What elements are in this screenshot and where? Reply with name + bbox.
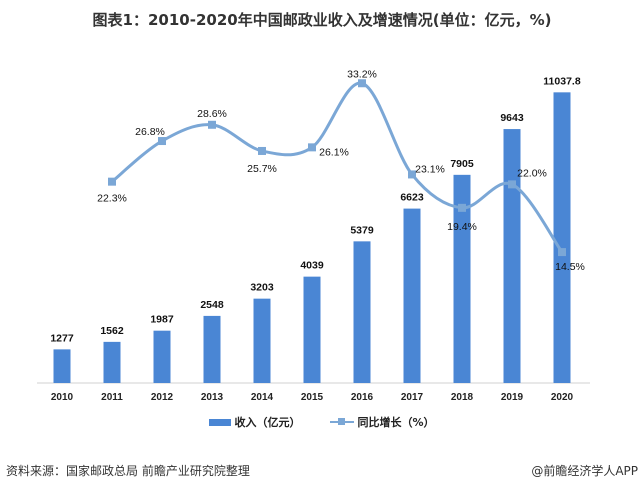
x-tick-label: 2013 (201, 392, 224, 403)
growth-label-2017: 23.1% (415, 163, 445, 175)
bar-label-2017: 6623 (400, 192, 424, 204)
bar-label-2016: 5379 (350, 224, 374, 236)
x-tick-label: 2016 (351, 392, 374, 403)
growth-marker-2013 (208, 120, 216, 129)
growth-label-2018: 19.4% (447, 221, 477, 233)
legend: 收入（亿元） 同比增长（%） (0, 414, 644, 430)
bar-2010 (53, 349, 71, 383)
x-tick-label: 2018 (451, 392, 474, 403)
legend-label: 同比增长（%） (357, 416, 435, 429)
growth-label-2019: 22.0% (517, 167, 547, 179)
growth-line (111, 81, 564, 253)
bar-2017 (403, 208, 421, 383)
legend-bar-swatch (209, 418, 232, 426)
bar-2020 (553, 92, 571, 383)
bar-2011 (103, 341, 121, 383)
legend-label: 收入（亿元） (234, 416, 301, 429)
bar-label-2011: 1562 (100, 325, 124, 337)
source-note: 资料来源：国家邮政总局 前瞻产业研究院整理 (6, 464, 250, 478)
growth-marker-2020 (558, 248, 566, 257)
x-tick-label: 2014 (251, 392, 274, 403)
growth-marker-2019 (508, 180, 516, 189)
growth-marker-2014 (258, 146, 266, 155)
growth-label-2014: 25.7% (247, 163, 277, 175)
credit: @前瞻经济学人APP (531, 464, 638, 478)
growth-marker-2015 (308, 143, 316, 152)
growth-marker-2012 (158, 137, 166, 146)
x-tick-label: 2010 (51, 392, 74, 403)
bar-2013 (203, 315, 221, 383)
legend-item-revenue[interactable]: 收入（亿元） (209, 414, 300, 430)
legend-line-swatch (330, 418, 355, 425)
bar-label-2019: 9643 (500, 112, 524, 124)
x-tick-label: 2017 (401, 392, 424, 403)
x-tick-label: 2020 (551, 392, 574, 403)
growth-label-2012: 26.8% (135, 126, 165, 138)
growth-marker-2018 (458, 203, 466, 212)
chart-title: 图表1：2010-2020年中国邮政业收入及增速情况(单位：亿元，%) (92, 11, 552, 29)
chart: 1277 2010 1562 2011 1987 2012 2548 2013 3203 2014… (37, 68, 590, 403)
bar-2018 (453, 174, 471, 383)
bar-2019 (503, 129, 521, 383)
x-tick-label: 2011 (101, 392, 123, 403)
bar-label-2014: 3203 (250, 282, 274, 294)
growth-label-2013: 28.6% (197, 108, 227, 120)
x-tick-label: 2019 (501, 392, 524, 403)
growth-marker-2016 (358, 79, 366, 88)
bar-2012 (153, 330, 171, 383)
growth-label-2020: 14.5% (555, 261, 585, 273)
growth-marker-2017 (408, 170, 416, 179)
growth-label-2015: 26.1% (319, 146, 349, 158)
bar-2016 (353, 241, 371, 383)
bar-label-2012: 1987 (150, 314, 174, 326)
bar-2015 (303, 276, 321, 383)
growth-label-2011: 22.3% (97, 193, 127, 205)
legend-item-growth[interactable]: 同比增长（%） (330, 414, 435, 430)
bar-label-2013: 2548 (200, 299, 224, 311)
x-tick-label: 2012 (151, 392, 174, 403)
bar-label-2010: 1277 (50, 332, 74, 344)
bar-label-2015: 4039 (300, 260, 324, 272)
x-tick-label: 2015 (301, 392, 324, 403)
bar-2014 (253, 298, 271, 383)
growth-label-2016: 33.2% (347, 68, 377, 80)
bar-label-2020: 11037.8 (543, 75, 581, 87)
bar-label-2018: 7905 (450, 158, 474, 170)
growth-marker-2011 (108, 177, 116, 186)
